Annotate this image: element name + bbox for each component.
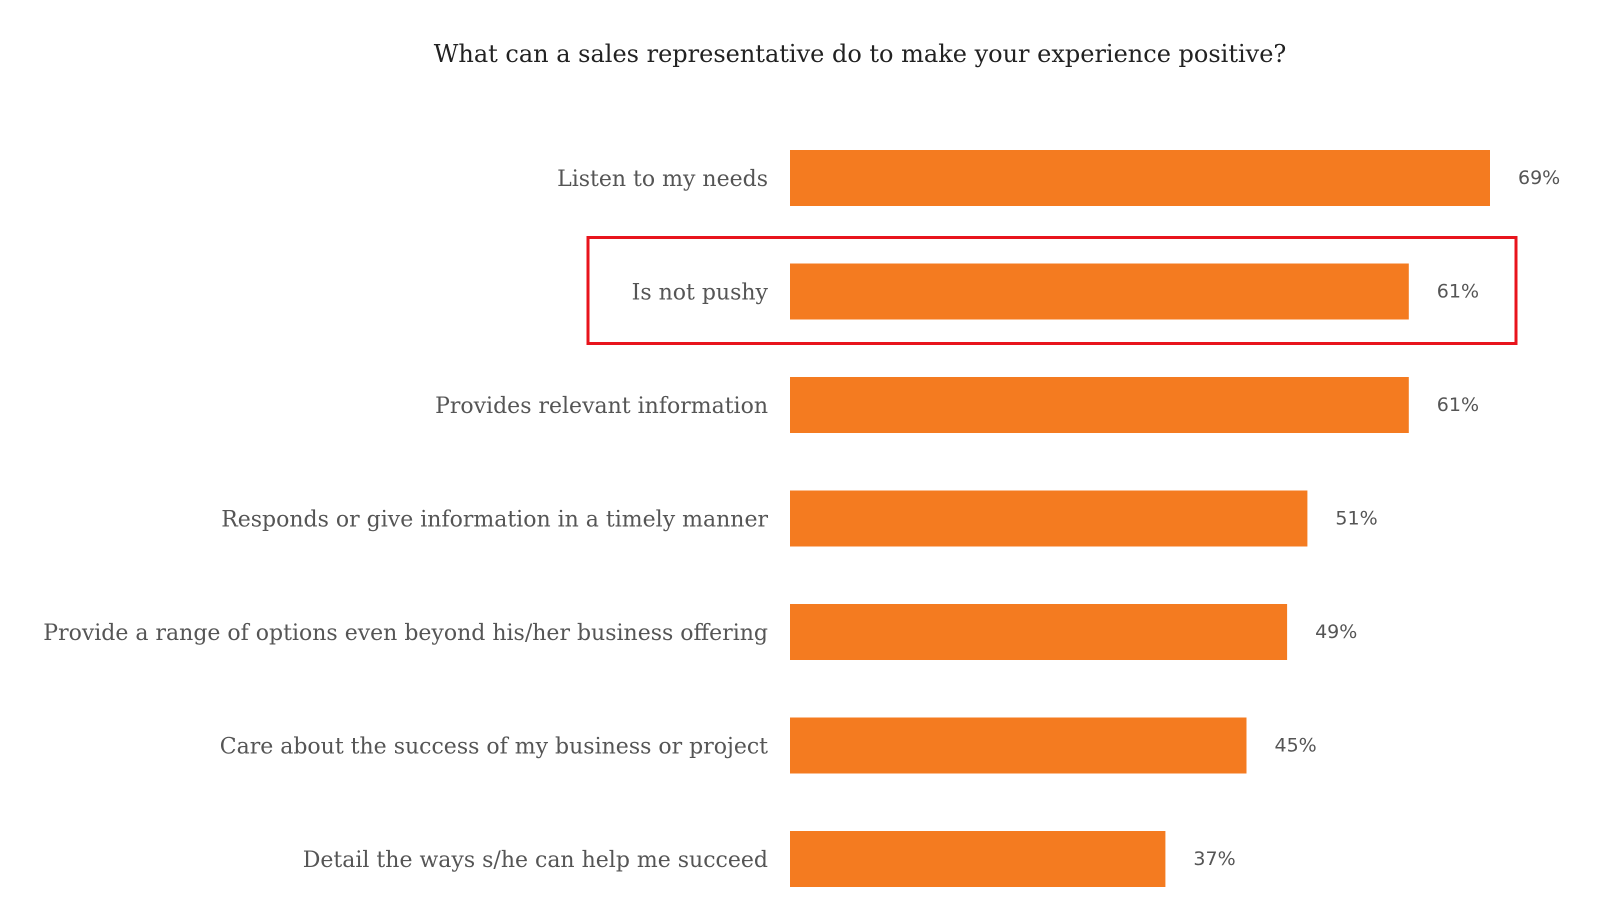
category-label: Detail the ways s/he can help me succeed (303, 848, 768, 873)
highlight-group (586, 236, 1518, 345)
category-label: Is not pushy (632, 281, 769, 306)
category-labels-group: Listen to my needs Is not pushy Provides r… (43, 167, 768, 873)
value-label: 61% (1437, 281, 1479, 303)
category-label: Provides relevant information (435, 394, 768, 419)
bar (790, 377, 1409, 433)
bar (790, 831, 1166, 887)
value-label: 61% (1437, 394, 1479, 416)
bar (790, 490, 1308, 547)
category-label: Listen to my needs (557, 167, 768, 192)
value-label: 45% (1275, 735, 1317, 757)
value-label: 37% (1193, 848, 1235, 870)
value-label: 69% (1518, 167, 1560, 189)
bar (790, 150, 1490, 206)
category-label: Provide a range of options even beyond h… (43, 621, 768, 646)
bar (790, 604, 1288, 660)
value-label: 49% (1315, 621, 1357, 643)
highlight-box (586, 236, 1518, 345)
bars-group (790, 150, 1490, 887)
category-label: Responds or give information in a timely… (221, 508, 768, 533)
chart-title: What can a sales representative do to ma… (434, 40, 1287, 68)
bar (790, 717, 1247, 774)
value-label: 51% (1335, 508, 1377, 530)
category-label: Care about the success of my business or… (220, 735, 768, 760)
bar (790, 263, 1409, 320)
value-labels-group: 69% 61% 61% 51% 49% 45% 37% (1193, 167, 1560, 870)
